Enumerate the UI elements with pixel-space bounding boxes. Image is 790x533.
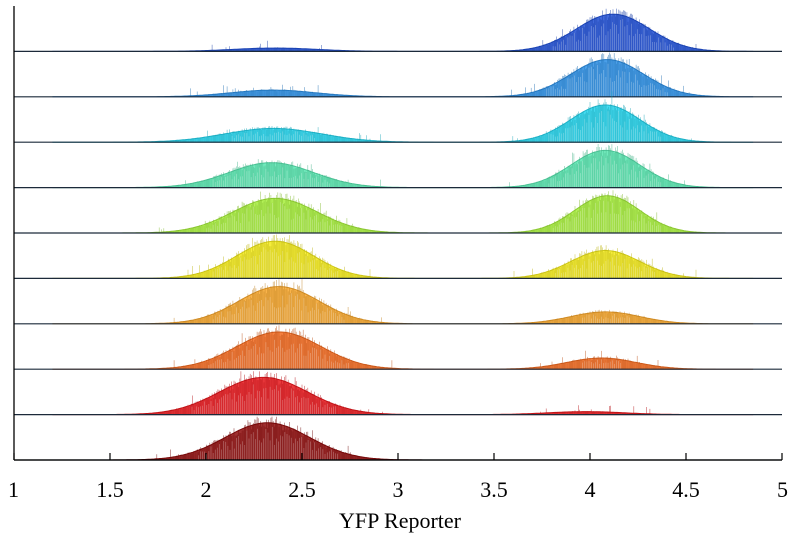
ridge-highlights-3 [231, 111, 662, 143]
ridge-spikes-3 [157, 91, 702, 143]
x-tick-label: 4 [585, 477, 596, 502]
x-tick-label: 1.5 [96, 477, 124, 502]
ridge-9 [14, 371, 782, 416]
ridge-highlights-5 [206, 200, 662, 233]
x-axis-title: YFP Reporter [339, 508, 462, 533]
ridge-highlights-7 [212, 293, 630, 324]
x-tick-label: 3 [393, 477, 404, 502]
ridge-highlights-8 [208, 339, 621, 370]
ridge-1 [14, 8, 782, 53]
ridge-area-10 [52, 422, 754, 461]
ridge-spikes-2 [185, 52, 709, 97]
ridge-area-8 [52, 331, 754, 370]
ridge-highlights-9 [191, 384, 336, 415]
ridge-5 [14, 190, 782, 234]
axes: 1 1.5 2 2.5 3 3.5 4 4.5 5 [8, 6, 788, 502]
x-tick-label: 2 [201, 477, 212, 502]
ridge-highlights-4 [212, 155, 662, 188]
x-tick-label: 4.5 [672, 477, 700, 502]
x-tick-label: 1 [8, 477, 19, 502]
ridge-highlights-1 [552, 19, 674, 52]
ridge-8 [14, 325, 782, 370]
ridge-area-7 [52, 286, 754, 325]
x-tick-labels: 1 1.5 2 2.5 3 3.5 4 4.5 5 [8, 477, 788, 502]
ridge-highlights-6 [212, 247, 655, 279]
ridge-area-9 [52, 376, 754, 416]
ridge-3 [14, 91, 782, 143]
ridge-highlights-10 [198, 427, 338, 460]
ridge-7 [14, 279, 782, 325]
ridge-6 [14, 234, 782, 279]
ridge-spikes-5 [158, 190, 699, 233]
ridge-highlights-2 [546, 63, 668, 97]
x-tick-label: 3.5 [480, 477, 508, 502]
x-tick-label: 5 [777, 477, 788, 502]
ridge-2 [14, 52, 782, 98]
ridge-plots [14, 8, 782, 461]
ridge-4 [14, 144, 782, 189]
x-ticks [13, 453, 783, 460]
x-tick-label: 2.5 [288, 477, 316, 502]
